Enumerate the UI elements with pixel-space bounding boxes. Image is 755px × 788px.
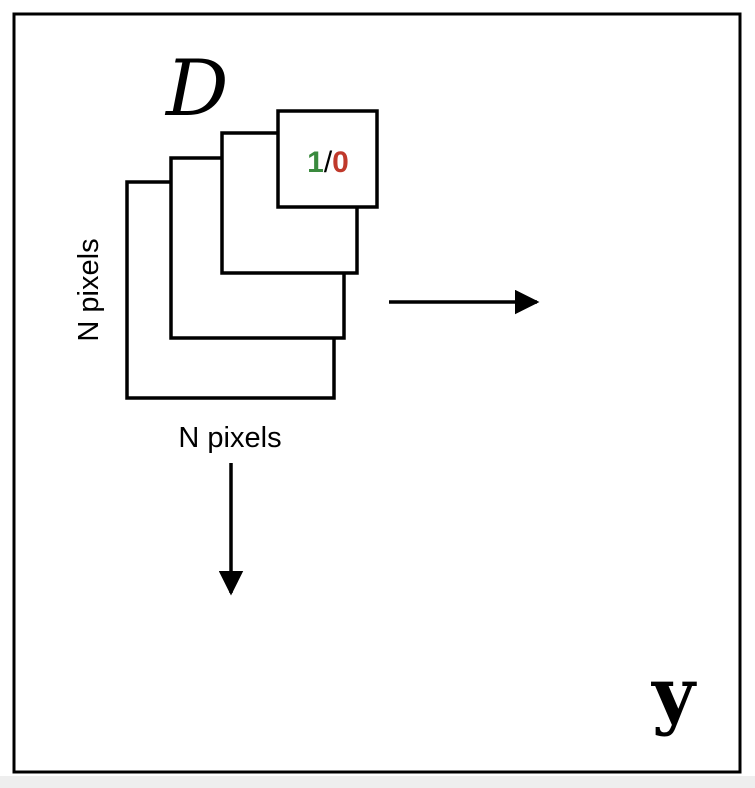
output-symbol: y <box>651 652 697 738</box>
patch-value-negative: 0 <box>332 146 349 179</box>
page-bottom-strip <box>0 776 755 788</box>
patch-width-label: N pixels <box>178 422 281 454</box>
patch-value-positive: 1 <box>307 146 324 179</box>
patch-value-separator: / <box>324 146 333 179</box>
dataset-symbol: D <box>164 44 229 134</box>
label-patch <box>276 109 379 209</box>
patch-height-label: N pixels <box>73 238 105 341</box>
patch-value: 1/0 <box>307 146 349 179</box>
